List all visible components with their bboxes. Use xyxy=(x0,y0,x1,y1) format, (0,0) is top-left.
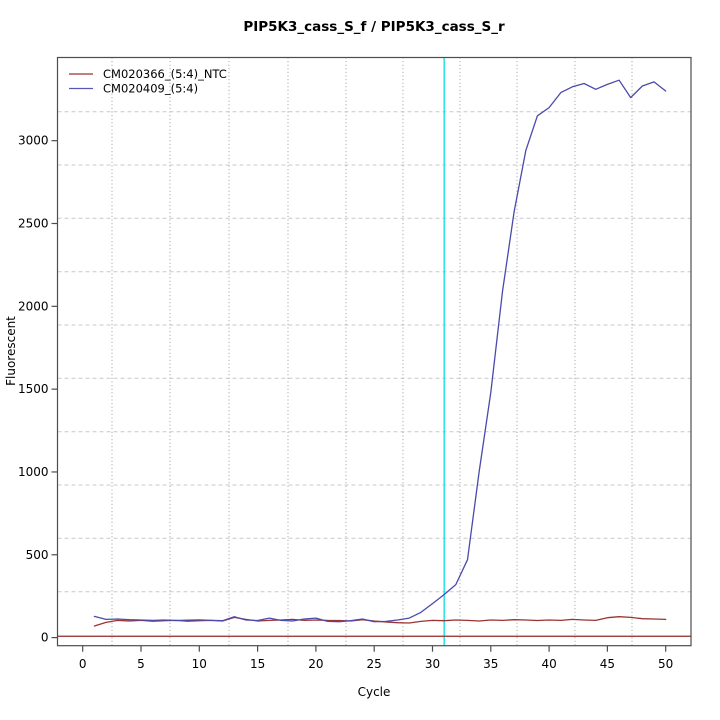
y-tick-label: 1500 xyxy=(18,382,49,396)
x-tick-label: 0 xyxy=(79,657,87,671)
x-tick-label: 10 xyxy=(192,657,207,671)
y-tick-label: 0 xyxy=(41,631,49,645)
y-tick-label: 500 xyxy=(26,548,49,562)
x-tick-label: 35 xyxy=(483,657,498,671)
legend-label-sample: CM020409_(5:4) xyxy=(103,82,198,96)
x-tick-label: 20 xyxy=(308,657,323,671)
tick-layer: 0 5 10 15 20 25 30 35 40 45 5005001000150020002500… xyxy=(18,134,673,671)
x-tick-label: 5 xyxy=(137,657,145,671)
y-tick-label: 2000 xyxy=(18,299,49,313)
series-sample-curve xyxy=(93,79,667,623)
series-layer xyxy=(93,79,667,627)
chart-title: PIP5K3_cass_S_f / PIP5K3_cass_S_r xyxy=(243,19,505,35)
y-tick-label: 2500 xyxy=(18,217,49,231)
x-tick-label: 40 xyxy=(541,657,556,671)
legend: CM020366_(5:4)_NTC CM020409_(5:4) xyxy=(69,67,227,96)
x-tick-label: 15 xyxy=(250,657,265,671)
x-tick-label: 30 xyxy=(425,657,440,671)
x-tick-label: 50 xyxy=(658,657,673,671)
y-tick-label: 3000 xyxy=(18,134,49,148)
marker-layer xyxy=(57,57,691,646)
x-tick-label: 45 xyxy=(600,657,615,671)
plot-border xyxy=(56,56,692,647)
y-tick-label: 1000 xyxy=(18,465,49,479)
y-axis-label: Fluorescent xyxy=(4,316,18,386)
legend-label-ntc: CM020366_(5:4)_NTC xyxy=(103,67,227,81)
x-tick-label: 25 xyxy=(367,657,382,671)
x-axis-label: Cycle xyxy=(358,685,391,699)
grid-layer xyxy=(57,57,691,646)
